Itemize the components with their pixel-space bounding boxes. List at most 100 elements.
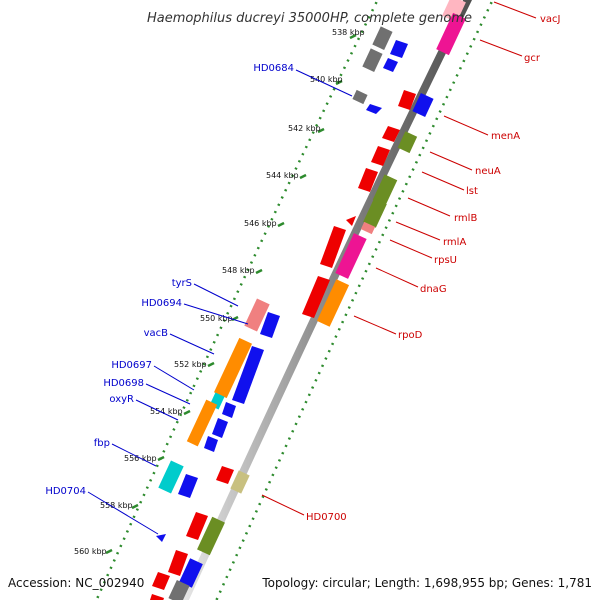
gene-neuA-arrow[interactable] <box>382 126 400 142</box>
gene-tyrS[interactable] <box>244 298 270 332</box>
gene-HD0694[interactable] <box>260 312 280 338</box>
gene-reverse-blue-8[interactable] <box>178 474 198 498</box>
leader-neuA <box>429 151 473 171</box>
gene-HD0704[interactable] <box>156 534 166 542</box>
label-rmlB[interactable]: rmlB <box>454 213 477 224</box>
leader-menA <box>443 115 489 136</box>
gene-forward-red-8[interactable] <box>152 572 170 590</box>
gene-vacB[interactable] <box>213 337 253 399</box>
label-oxyR[interactable]: oxyR <box>109 394 134 405</box>
label-rmlA[interactable]: rmlA <box>443 237 466 248</box>
gene-lst-arrow[interactable] <box>371 146 390 166</box>
tick-554 <box>183 409 191 416</box>
gene-forward-olive-2[interactable] <box>372 174 398 206</box>
leader-gcr <box>479 39 523 57</box>
leader-dnaG <box>375 267 419 288</box>
kbp-label: 540 kbp <box>310 75 343 84</box>
gene-rpoD[interactable] <box>316 279 350 327</box>
gene-forward-blue-2[interactable] <box>179 558 203 588</box>
label-HD0700[interactable]: HD0700 <box>306 512 347 523</box>
gene-forward-red-7[interactable] <box>168 550 188 576</box>
gene-reverse-blue-2[interactable] <box>383 58 398 72</box>
kbp-label: 548 kbp <box>222 266 255 275</box>
gene-reverse-gray-1[interactable] <box>372 26 393 51</box>
label-HD0698[interactable]: HD0698 <box>103 378 144 389</box>
leader-rpoD <box>353 315 397 335</box>
genome-stats-text: Topology: circular; Length: 1,698,955 bp… <box>261 576 592 590</box>
label-neuA[interactable]: neuA <box>475 166 501 177</box>
label-lst[interactable]: lst <box>466 186 478 197</box>
gene-HD0700-arrow[interactable] <box>216 466 234 484</box>
gene-reverse-blue-4[interactable] <box>232 346 264 404</box>
genome-backbone <box>180 0 473 600</box>
leader-vacJ <box>493 1 537 19</box>
gene-rpsU[interactable] <box>360 221 376 235</box>
gene-HD0684[interactable] <box>352 89 368 105</box>
label-HD0684[interactable]: HD0684 <box>253 63 294 74</box>
gene-gcr[interactable] <box>436 12 466 56</box>
tick-544 <box>299 173 307 180</box>
label-vacB[interactable]: vacB <box>144 328 169 339</box>
forward-gene-labels: vacJ gcr menA neuA lst rmlB rmlA rpsU dn… <box>306 14 561 523</box>
ruler-track-inner <box>95 0 379 600</box>
gene-forward-olive-1[interactable] <box>397 131 418 154</box>
label-HD0704[interactable]: HD0704 <box>45 486 86 497</box>
label-rpsU[interactable]: rpsU <box>434 255 457 266</box>
gene-dnaG[interactable] <box>335 233 367 279</box>
label-HD0694[interactable]: HD0694 <box>141 298 182 309</box>
tick-538 <box>349 33 357 40</box>
kbp-label: 550 kbp <box>200 314 233 323</box>
gene-forward-olive-4[interactable] <box>197 516 225 556</box>
gene-forward-red-6[interactable] <box>186 512 208 540</box>
tick-552 <box>207 361 215 368</box>
leader-HD0700 <box>261 494 305 516</box>
forward-leaders <box>261 1 537 516</box>
leader-rmlA <box>395 221 441 241</box>
label-dnaG[interactable]: dnaG <box>420 284 447 295</box>
tick-542 <box>317 127 325 134</box>
tick-558 <box>131 503 139 510</box>
gene-reverse-blue-7[interactable] <box>204 436 218 452</box>
leader-lst <box>421 171 465 191</box>
gene-reverse-blue-5[interactable] <box>222 402 236 418</box>
label-fbp[interactable]: fbp <box>94 438 110 449</box>
kbp-label: 546 kbp <box>244 219 277 228</box>
kbp-label: 554 kbp <box>150 407 183 416</box>
gene-forward-olive-3[interactable] <box>363 198 387 228</box>
gene-reverse-blue-1[interactable] <box>390 40 408 58</box>
gene-rmlB-arrow[interactable] <box>358 168 378 192</box>
leader-HD0704 <box>87 491 159 535</box>
gene-forward-red-5[interactable] <box>302 276 330 318</box>
leader-oxyR <box>135 399 179 421</box>
gene-reverse-blue-3[interactable] <box>366 104 382 114</box>
label-rpoD[interactable]: rpoD <box>398 330 423 341</box>
gene-forward-gray-1[interactable] <box>168 579 190 600</box>
gene-menA-arrow[interactable] <box>398 90 416 110</box>
gene-HD0698[interactable] <box>186 399 218 447</box>
label-vacJ[interactable]: vacJ <box>540 14 561 25</box>
gene-reverse-gray-2[interactable] <box>362 48 383 73</box>
gene-vacJ[interactable] <box>442 0 466 23</box>
gene-forward-blue-1[interactable] <box>412 92 434 118</box>
tick-546 <box>277 221 285 228</box>
kbp-label: 544 kbp <box>266 171 299 180</box>
label-tyrS[interactable]: tyrS <box>172 278 192 289</box>
leader-tyrS <box>193 283 239 307</box>
label-gcr[interactable]: gcr <box>524 53 541 64</box>
kbp-label: 538 kbp <box>332 28 365 37</box>
leader-HD0697 <box>153 365 195 391</box>
kbp-label: 552 kbp <box>174 360 207 369</box>
gene-rmlA-arrow[interactable] <box>346 216 356 226</box>
gene-fbp[interactable] <box>158 460 184 494</box>
map-title: Haemophilus ducreyi 35000HP, complete ge… <box>147 11 472 26</box>
gene-HD0700[interactable] <box>230 470 250 494</box>
leader-vacB <box>169 333 215 355</box>
gene-forward-red-9[interactable] <box>150 594 164 600</box>
label-HD0697[interactable]: HD0697 <box>111 360 152 371</box>
gene-oxyR[interactable] <box>212 418 228 438</box>
label-menA[interactable]: menA <box>491 131 520 142</box>
reverse-gene-labels: HD0684 tyrS HD0694 vacB HD0697 HD0698 ox… <box>45 63 294 497</box>
gene-forward-red-4[interactable] <box>320 226 346 268</box>
ruler-labels: 538 kbp 540 kbp 542 kbp 544 kbp 546 kbp … <box>74 28 365 556</box>
